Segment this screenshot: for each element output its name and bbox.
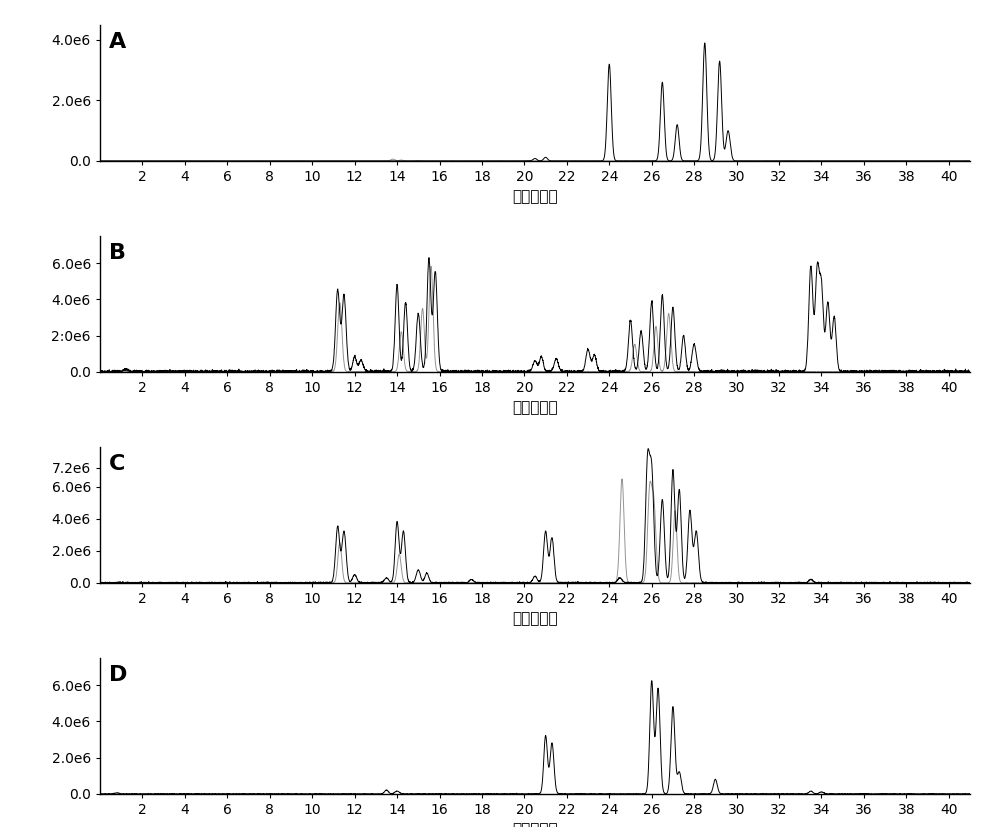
Text: B: B (109, 242, 126, 263)
X-axis label: 时间，分钟: 时间，分钟 (512, 189, 558, 204)
X-axis label: 时间，分钟: 时间，分钟 (512, 823, 558, 827)
Text: D: D (109, 665, 127, 685)
X-axis label: 时间，分钟: 时间，分钟 (512, 611, 558, 627)
X-axis label: 时间，分钟: 时间，分钟 (512, 400, 558, 415)
Text: A: A (109, 31, 126, 51)
Text: C: C (109, 453, 125, 474)
